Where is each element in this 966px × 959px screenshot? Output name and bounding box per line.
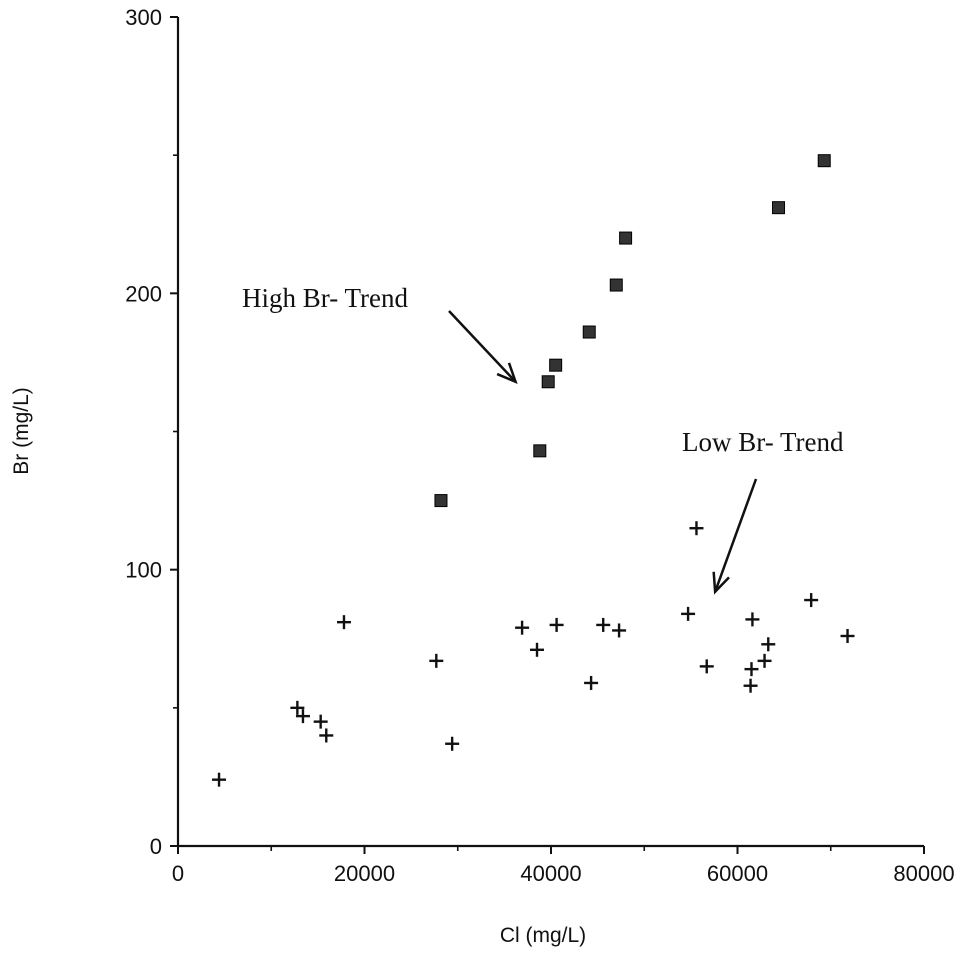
y-tick-label: 0 [150,834,162,859]
annotation-arrow [448,310,517,383]
plus-point [596,617,611,632]
plus-point [761,637,776,652]
plus-point [743,678,758,693]
plus-point [757,653,772,668]
square-point [549,358,563,372]
plus-point [313,714,328,729]
plus-point [290,700,305,715]
annotation-arrowhead [496,362,518,384]
y-tick-label: 300 [125,5,162,30]
x-tick-label: 20000 [334,861,395,886]
plus-point [804,593,819,608]
plus-point [612,623,627,638]
plus-point [699,659,714,674]
square-point [533,444,547,458]
square-point [817,154,831,168]
square-point [582,325,596,339]
plus-point [212,772,227,787]
annotation-label: Low Br- Trend [682,427,844,457]
x-tick-label: 0 [172,861,184,886]
x-tick-label: 80000 [893,861,954,886]
plus-point [681,606,696,621]
square-point [772,201,786,215]
y-tick-label: 100 [125,558,162,583]
square-point [434,494,448,508]
plus-point [530,642,545,657]
plus-point [445,736,460,751]
plus-point [689,521,704,536]
plus-point [584,675,599,690]
y-tick-label: 200 [125,281,162,306]
square-point [619,231,633,245]
square-point [609,278,623,292]
plus-point [549,617,564,632]
annotation-arrow [713,478,758,593]
plus-point [429,653,444,668]
tick-marks [170,16,925,854]
plus-point [840,628,855,643]
plus-point [745,612,760,627]
annotations: High Br- Trend Low Br- Trend [242,283,844,595]
tick-labels: 0 20000 40000 60000 80000 0 100 200 300 [125,5,954,886]
plus-point [295,709,310,724]
plus-point [744,662,759,677]
plus-point [515,620,530,635]
plus-point [319,728,334,743]
plus-point [336,615,351,630]
annotation-label: High Br- Trend [242,283,408,313]
x-tick-label: 60000 [707,861,768,886]
square-point [541,375,555,389]
y-axis-label: Br (mg/L) [10,387,33,475]
x-axis-label: Cl (mg/L) [500,924,586,947]
annotation-arrowhead [712,571,730,595]
x-tick-label: 40000 [520,861,581,886]
data-points [212,154,855,787]
